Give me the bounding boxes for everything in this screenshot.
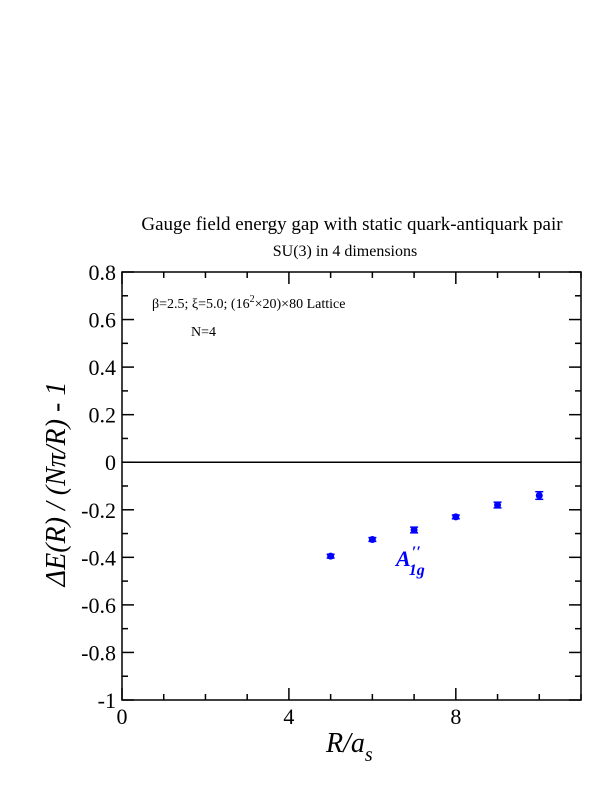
chart-title: Gauge field energy gap with static quark… <box>141 214 563 235</box>
y-tick-label: 0.4 <box>89 355 117 380</box>
y-tick-label: 0.2 <box>89 403 117 428</box>
chart-subtitle: SU(3) in 4 dimensions <box>273 243 417 260</box>
data-point <box>410 526 418 534</box>
series-label-a1g: A′′ 1g <box>394 544 425 579</box>
x-tick-label: 4 <box>283 704 294 729</box>
y-tick-label: -0.4 <box>81 545 116 570</box>
params-lattice: ×20)×80 Lattice <box>255 297 346 312</box>
y-tick-label: 0.8 <box>89 260 117 285</box>
series-label-prime: ′′ <box>412 544 421 561</box>
y-axis-label: ΔE(R) / (Nπ/R) - 1 <box>41 382 72 588</box>
y-tick-label: 0 <box>105 450 116 475</box>
params-superscript: 2 <box>250 294 255 305</box>
y-tick-label: -0.2 <box>81 498 116 523</box>
data-point <box>327 552 335 560</box>
n-label: N=4 <box>191 325 216 340</box>
params-beta-xi: β=2.5; ξ=5.0; (16 <box>152 297 250 312</box>
series-label-subscript: 1g <box>409 562 425 579</box>
data-point <box>452 513 460 521</box>
x-tick-label: 8 <box>450 704 461 729</box>
data-point <box>494 501 502 509</box>
data-point <box>535 492 543 500</box>
x-tick-labels: 0 4 8 <box>117 704 462 729</box>
data-series-a1g <box>326 490 544 560</box>
y-tick-label: -1 <box>98 688 116 713</box>
y-tick-label: -0.8 <box>81 640 116 665</box>
parameter-annotation: β=2.5; ξ=5.0; (162×20)×80 Lattice <box>152 294 345 312</box>
data-point <box>368 536 376 543</box>
y-tick-labels: 0.8 0.6 0.4 0.2 0 -0.2 -0.4 -0.6 -0.8 -1 <box>81 260 116 713</box>
x-axis-label-sub: s <box>365 744 373 766</box>
y-tick-label: -0.6 <box>81 593 116 618</box>
x-axis-label: R/as <box>325 728 373 766</box>
x-tick-label: 0 <box>117 704 128 729</box>
y-tick-label: 0.6 <box>89 308 117 333</box>
